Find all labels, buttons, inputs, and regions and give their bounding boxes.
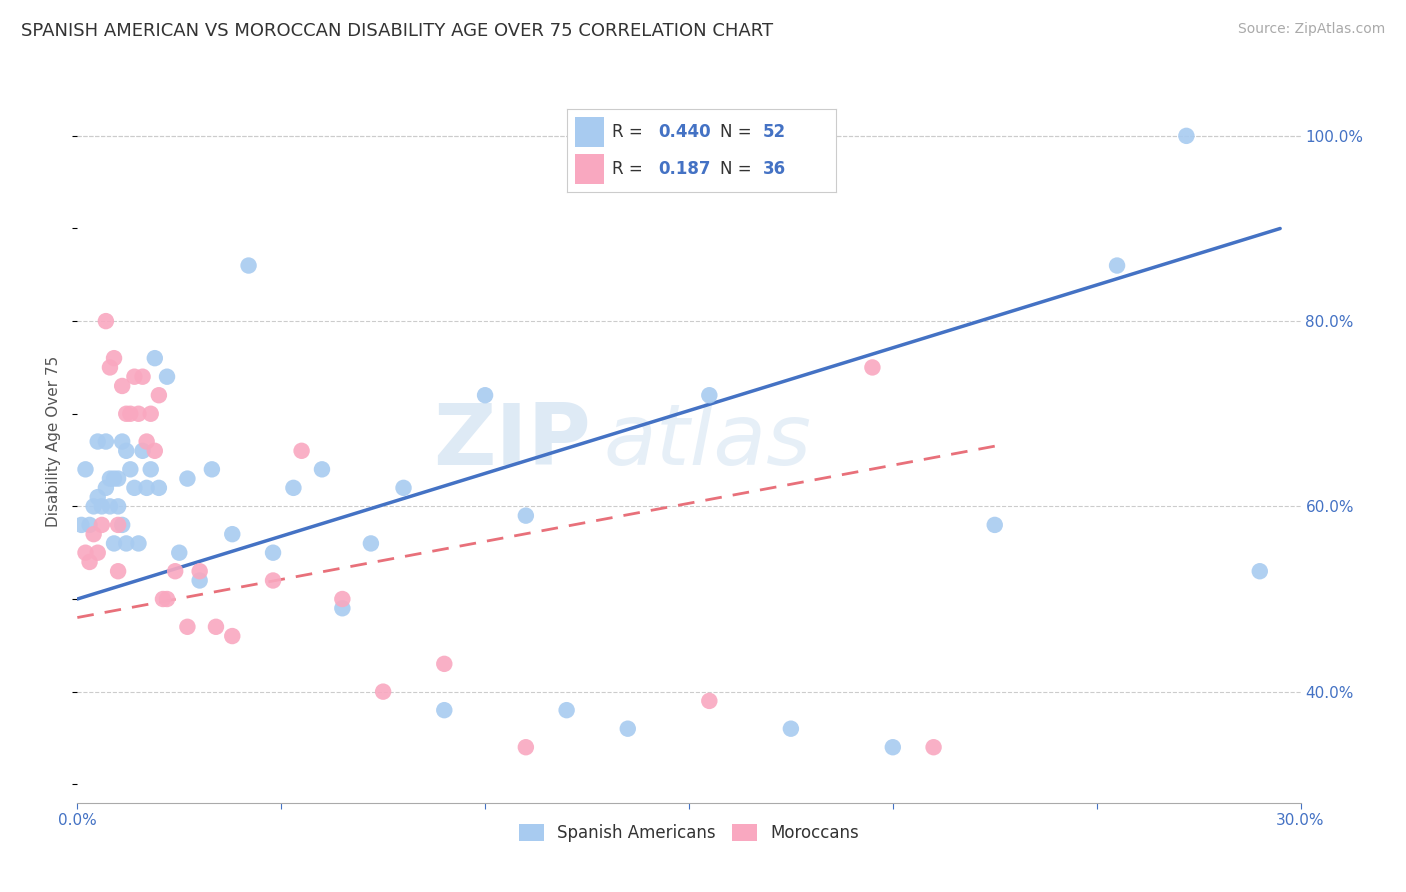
Point <box>107 517 129 532</box>
Point <box>332 592 354 607</box>
Point <box>111 517 134 532</box>
Point <box>922 740 945 755</box>
Point <box>127 407 149 421</box>
Point <box>107 564 129 578</box>
Point <box>111 434 134 449</box>
Point <box>617 722 640 736</box>
Point <box>143 443 166 458</box>
Text: SPANISH AMERICAN VS MOROCCAN DISABILITY AGE OVER 75 CORRELATION CHART: SPANISH AMERICAN VS MOROCCAN DISABILITY … <box>21 22 773 40</box>
Point <box>156 592 179 607</box>
Text: ZIP: ZIP <box>433 400 591 483</box>
Point <box>70 517 93 532</box>
Point <box>555 703 578 717</box>
Point <box>1107 259 1129 273</box>
Point <box>332 601 354 615</box>
Point <box>98 360 121 375</box>
Point <box>131 443 153 458</box>
Point <box>139 462 162 476</box>
Point <box>515 508 537 523</box>
Point <box>311 462 333 476</box>
Y-axis label: Disability Age Over 75: Disability Age Over 75 <box>46 356 62 527</box>
Point <box>984 517 1007 532</box>
Point <box>87 546 110 560</box>
Point <box>1249 564 1271 578</box>
Point <box>124 481 146 495</box>
Point <box>107 472 129 486</box>
Point <box>103 472 125 486</box>
Point <box>221 629 243 643</box>
Point <box>83 527 105 541</box>
Point <box>371 684 394 698</box>
Point <box>165 564 187 578</box>
Point <box>79 555 101 569</box>
Point <box>120 462 142 476</box>
Point <box>1175 128 1198 143</box>
Point <box>882 740 904 755</box>
Text: atlas: atlas <box>603 400 811 483</box>
Point <box>127 536 149 550</box>
Point <box>862 360 884 375</box>
Point <box>360 536 382 550</box>
Point <box>205 620 228 634</box>
Point <box>156 369 179 384</box>
Point <box>169 546 191 560</box>
Point <box>290 443 312 458</box>
Point <box>111 379 134 393</box>
Point <box>83 500 105 514</box>
Point <box>262 574 284 588</box>
Point <box>90 517 112 532</box>
Point <box>107 500 129 514</box>
Point <box>124 369 146 384</box>
Legend: Spanish Americans, Moroccans: Spanish Americans, Moroccans <box>512 817 866 848</box>
Point <box>75 546 97 560</box>
Point <box>201 462 224 476</box>
Point <box>94 434 117 449</box>
Point <box>94 314 117 328</box>
Point <box>433 703 456 717</box>
Point <box>115 536 138 550</box>
Point <box>79 517 101 532</box>
Point <box>135 434 157 449</box>
Point <box>98 500 121 514</box>
Text: Source: ZipAtlas.com: Source: ZipAtlas.com <box>1237 22 1385 37</box>
Point <box>103 351 125 366</box>
Point <box>75 462 97 476</box>
Point <box>176 620 198 634</box>
Point <box>474 388 496 402</box>
Point <box>148 481 170 495</box>
Point <box>98 472 121 486</box>
Point <box>143 351 166 366</box>
Point <box>433 657 456 671</box>
Point <box>115 443 138 458</box>
Point <box>515 740 537 755</box>
Point <box>148 388 170 402</box>
Point <box>699 388 721 402</box>
Point <box>176 472 198 486</box>
Point <box>779 722 801 736</box>
Point <box>699 694 721 708</box>
Point <box>103 536 125 550</box>
Point <box>283 481 305 495</box>
Point <box>94 481 117 495</box>
Point <box>135 481 157 495</box>
Point <box>188 574 211 588</box>
Point <box>262 546 284 560</box>
Point <box>139 407 162 421</box>
Point <box>131 369 153 384</box>
Point <box>152 592 174 607</box>
Point <box>115 407 138 421</box>
Point <box>120 407 142 421</box>
Point <box>221 527 243 541</box>
Point <box>238 259 260 273</box>
Point <box>87 434 110 449</box>
Point <box>188 564 211 578</box>
Point <box>87 490 110 504</box>
Point <box>90 500 112 514</box>
Point <box>392 481 415 495</box>
